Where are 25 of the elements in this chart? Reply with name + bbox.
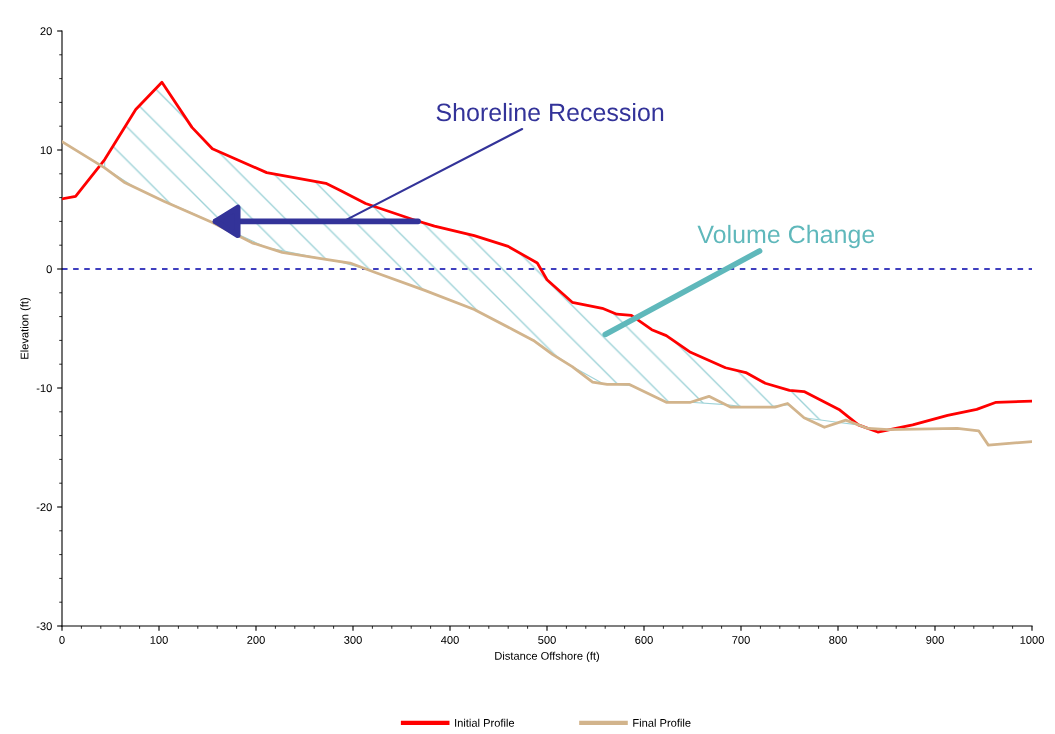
x-tick-label: 800: [829, 636, 847, 644]
legend-label: Final Profile: [633, 718, 691, 727]
y-tick-label: -30: [36, 622, 52, 631]
y-tick-label: -10: [36, 384, 52, 393]
x-tick-label: 700: [732, 636, 750, 644]
x-tick-label: 200: [247, 636, 265, 644]
x-tick-label: 300: [344, 636, 362, 644]
y-tick-label: -20: [36, 503, 52, 512]
x-tick-label: 400: [440, 636, 459, 644]
x-tick-label: 500: [538, 636, 556, 644]
y-tick-label: 10: [40, 146, 52, 155]
x-tick-label: 1000: [1020, 636, 1044, 644]
y-tick-label: 20: [40, 27, 52, 36]
x-tick-label: 600: [635, 636, 653, 644]
legend-label: Initial Profile: [455, 718, 515, 727]
x-tick-label: 0: [59, 636, 65, 644]
y-tick-label: 0: [46, 265, 52, 274]
x-tick-label: 100: [150, 636, 168, 644]
line-series: [62, 140, 1032, 447]
line-series: [62, 80, 1032, 434]
annotation: Volume Change: [697, 224, 875, 249]
y-axis-title: Elevation (ft): [20, 298, 31, 359]
annotation: Shoreline Recession: [436, 102, 664, 122]
x-tick-label: 900: [926, 636, 944, 644]
x-axis-title: Distance Offshore (ft): [495, 651, 600, 662]
